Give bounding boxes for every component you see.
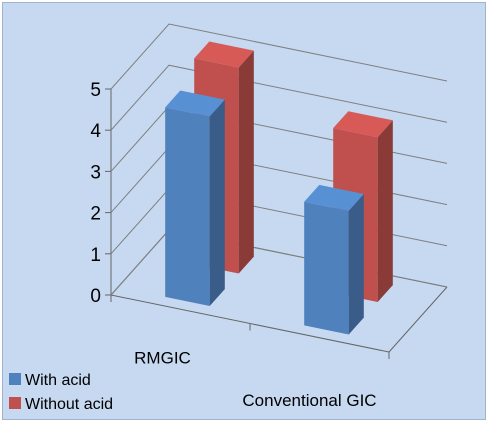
floor-right-edge <box>388 286 448 353</box>
y-tick-label: 3 <box>90 162 101 183</box>
gridline <box>110 188 448 255</box>
y-tick-label: 5 <box>90 80 101 101</box>
bar-top-face <box>194 41 254 68</box>
y-tick-label: 0 <box>90 286 101 307</box>
gridline <box>110 105 448 172</box>
gridline <box>110 147 448 213</box>
bar-with-acid-rmgic <box>165 90 225 307</box>
legend-swatch <box>9 373 21 385</box>
gridline <box>110 64 448 131</box>
bar-top-face <box>165 90 225 117</box>
y-tick-label: 1 <box>90 245 101 266</box>
bar-front-face <box>304 201 349 335</box>
legend: With acid Without acid <box>9 372 113 413</box>
gridline <box>110 23 448 90</box>
bar-with-acid-conventional-gic <box>304 184 364 335</box>
legend-label: With acid <box>25 372 91 389</box>
bar-top-face <box>304 184 364 211</box>
y-tick-label: 4 <box>90 121 101 142</box>
category-label: Conventional GIC <box>242 391 376 410</box>
bars <box>165 41 393 335</box>
category-label: RMGIC <box>134 348 191 367</box>
legend-label: Without acid <box>25 396 113 413</box>
gridlines <box>110 23 448 296</box>
bar-side-face <box>209 99 225 306</box>
y-axis-ticks: 0 1 2 3 4 5 <box>90 80 111 307</box>
bar-side-face <box>377 120 393 302</box>
y-tick-label: 2 <box>90 204 101 225</box>
bar-side-face <box>348 194 364 335</box>
x-axis-categories: RMGIC Conventional GIC <box>110 295 390 410</box>
bar-top-face <box>333 111 393 138</box>
bar-side-face <box>238 50 254 274</box>
gridline <box>110 229 448 296</box>
legend-swatch <box>9 397 21 409</box>
bar-front-face <box>165 107 210 307</box>
